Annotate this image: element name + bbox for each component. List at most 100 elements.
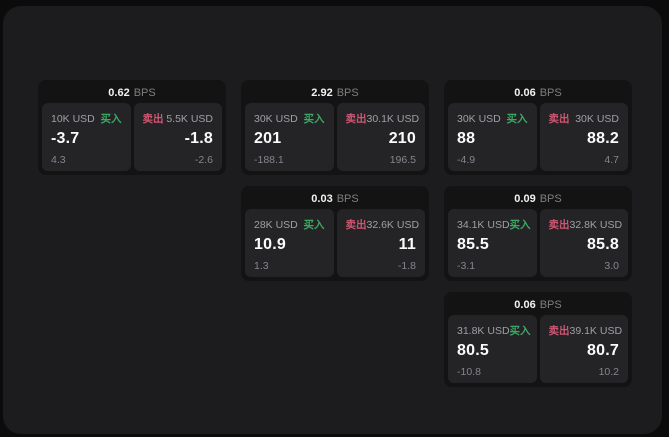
sell-tile-header: 卖出 32.6K USD — [345, 217, 420, 232]
sell-quote-tile[interactable]: 卖出 30K USD 88.2 4.7 — [539, 103, 628, 171]
sell-tile-header: 卖出 30K USD — [549, 111, 620, 126]
bps-unit-label: BPS — [539, 299, 562, 311]
buy-label: 买入 — [506, 113, 528, 125]
buy-price: 80.5 — [457, 342, 489, 359]
buy-quote-tile[interactable]: 10K USD 买入 -3.7 4.3 — [42, 103, 131, 171]
buy-amount: 10K USD — [51, 112, 95, 125]
buy-delta: -10.8 — [457, 366, 481, 378]
sell-amount: 32.6K USD — [366, 218, 420, 231]
buy-quote-tile[interactable]: 34.1K USD 买入 85.5 -3.1 — [448, 209, 537, 277]
bps-value: 0.06 — [514, 87, 536, 99]
buy-delta: 4.3 — [51, 154, 66, 166]
buy-label: 买入 — [509, 219, 531, 231]
sell-label: 卖出 — [345, 219, 367, 231]
buy-price: 201 — [254, 130, 282, 147]
bps-unit-label: BPS — [336, 87, 359, 99]
sell-tile-header: 卖出 39.1K USD — [548, 323, 623, 338]
sell-label: 卖出 — [345, 113, 367, 125]
buy-quote-tile[interactable]: 30K USD 买入 88 -4.9 — [448, 103, 537, 171]
buy-price: 88 — [457, 130, 476, 147]
sell-label: 卖出 — [548, 219, 570, 231]
card-header: 2.92 BPS — [245, 83, 425, 103]
quote-card: 2.92 BPS 30K USD 买入 201 -188.1 卖出 30.1K … — [241, 80, 429, 175]
sell-amount: 32.8K USD — [569, 218, 623, 231]
card-header: 0.62 BPS — [42, 83, 222, 103]
sell-quote-tile[interactable]: 卖出 5.5K USD -1.8 -2.6 — [133, 103, 222, 171]
buy-tile-header: 34.1K USD 买入 — [457, 217, 531, 232]
bps-unit-label: BPS — [539, 193, 562, 205]
sell-quote-tile[interactable]: 卖出 32.6K USD 11 -1.8 — [336, 209, 425, 277]
sell-quote-tile[interactable]: 卖出 30.1K USD 210 196.5 — [336, 103, 425, 171]
bps-value: 0.06 — [514, 299, 536, 311]
sell-delta: -1.8 — [397, 260, 416, 272]
buy-quote-tile[interactable]: 28K USD 买入 10.9 1.3 — [245, 209, 334, 277]
buy-amount: 30K USD — [457, 112, 501, 125]
buy-amount: 30K USD — [254, 112, 298, 125]
sell-tile-header: 卖出 32.8K USD — [548, 217, 623, 232]
sell-amount: 39.1K USD — [569, 324, 623, 337]
sell-price: 11 — [398, 236, 416, 253]
main-panel: 0.62 BPS 10K USD 买入 -3.7 4.3 卖出 5.5K USD — [3, 6, 662, 434]
quote-card: 0.03 BPS 28K USD 买入 10.9 1.3 卖出 32.6K US… — [241, 186, 429, 281]
buy-tile-header: 28K USD 买入 — [254, 217, 325, 232]
quote-tiles: 31.8K USD 买入 80.5 -10.8 卖出 39.1K USD 80.… — [448, 315, 628, 383]
quote-card: 0.06 BPS 30K USD 买入 88 -4.9 卖出 30K USD — [444, 80, 632, 175]
quote-tiles: 10K USD 买入 -3.7 4.3 卖出 5.5K USD -1.8 -2.… — [42, 103, 222, 171]
sell-amount: 5.5K USD — [166, 112, 213, 125]
buy-amount: 28K USD — [254, 218, 298, 231]
buy-delta: -3.1 — [457, 260, 476, 272]
sell-quote-tile[interactable]: 卖出 32.8K USD 85.8 3.0 — [539, 209, 628, 277]
buy-quote-tile[interactable]: 31.8K USD 买入 80.5 -10.8 — [448, 315, 537, 383]
sell-price: 210 — [388, 130, 416, 147]
buy-tile-header: 31.8K USD 买入 — [457, 323, 531, 338]
sell-label: 卖出 — [548, 325, 570, 337]
quote-tiles: 30K USD 买入 88 -4.9 卖出 30K USD 88.2 4.7 — [448, 103, 628, 171]
quote-tiles: 28K USD 买入 10.9 1.3 卖出 32.6K USD 11 -1.8 — [245, 209, 425, 277]
card-header: 0.06 BPS — [448, 83, 628, 103]
sell-delta: 196.5 — [389, 154, 416, 166]
sell-price: 85.8 — [587, 236, 619, 253]
buy-delta: -4.9 — [457, 154, 476, 166]
quote-tiles: 34.1K USD 买入 85.5 -3.1 卖出 32.8K USD 85.8… — [448, 209, 628, 277]
quote-card: 0.62 BPS 10K USD 买入 -3.7 4.3 卖出 5.5K USD — [38, 80, 226, 175]
quote-card: 0.06 BPS 31.8K USD 买入 80.5 -10.8 卖出 39.1… — [444, 292, 632, 387]
buy-tile-header: 10K USD 买入 — [51, 111, 122, 126]
bps-value: 0.62 — [108, 87, 130, 99]
buy-price: 85.5 — [457, 236, 489, 253]
buy-label: 买入 — [509, 325, 531, 337]
card-header: 0.06 BPS — [448, 295, 628, 315]
bps-unit-label: BPS — [539, 87, 562, 99]
sell-quote-tile[interactable]: 卖出 39.1K USD 80.7 10.2 — [539, 315, 628, 383]
sell-price: 88.2 — [587, 130, 619, 147]
sell-amount: 30.1K USD — [366, 112, 420, 125]
sell-tile-header: 卖出 30.1K USD — [345, 111, 420, 126]
bps-unit-label: BPS — [133, 87, 156, 99]
bps-value: 0.09 — [514, 193, 536, 205]
buy-label: 买入 — [100, 113, 122, 125]
sell-tile-header: 卖出 5.5K USD — [143, 111, 214, 126]
sell-price: -1.8 — [184, 130, 213, 147]
sell-delta: 4.7 — [604, 154, 619, 166]
bps-value: 2.92 — [311, 87, 333, 99]
sell-delta: 3.0 — [604, 260, 619, 272]
buy-delta: -188.1 — [254, 154, 284, 166]
buy-label: 买入 — [303, 113, 325, 125]
buy-price: 10.9 — [254, 236, 286, 253]
bps-unit-label: BPS — [336, 193, 359, 205]
sell-delta: -2.6 — [194, 154, 213, 166]
sell-delta: 10.2 — [598, 366, 619, 378]
quote-card: 0.09 BPS 34.1K USD 买入 85.5 -3.1 卖出 32.8K… — [444, 186, 632, 281]
buy-amount: 31.8K USD — [457, 324, 510, 337]
bps-value: 0.03 — [311, 193, 333, 205]
sell-label: 卖出 — [548, 113, 570, 125]
card-header: 0.03 BPS — [245, 189, 425, 209]
buy-price: -3.7 — [51, 130, 80, 147]
buy-label: 买入 — [303, 219, 325, 231]
buy-quote-tile[interactable]: 30K USD 买入 201 -188.1 — [245, 103, 334, 171]
sell-price: 80.7 — [587, 342, 619, 359]
buy-tile-header: 30K USD 买入 — [457, 111, 528, 126]
sell-label: 卖出 — [142, 113, 164, 125]
quote-tiles: 30K USD 买入 201 -188.1 卖出 30.1K USD 210 1… — [245, 103, 425, 171]
buy-delta: 1.3 — [254, 260, 269, 272]
